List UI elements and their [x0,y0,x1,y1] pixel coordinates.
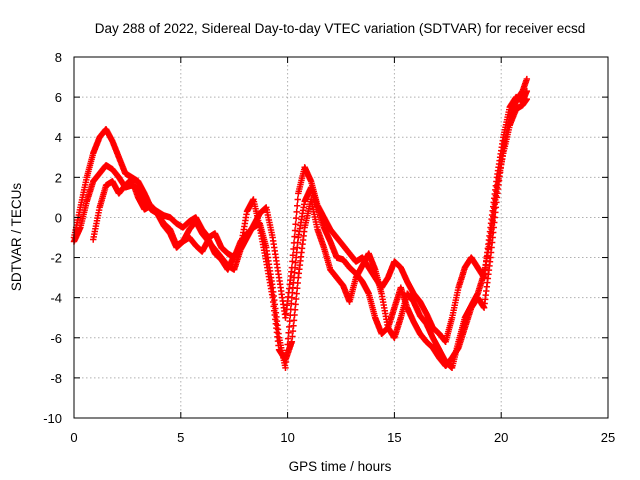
data-point [293,208,300,216]
data-point [284,335,292,342]
data-point [289,327,297,335]
data-point [288,264,296,271]
data-point [292,214,300,222]
data-point [291,306,299,313]
x-tick-label: 25 [601,430,615,445]
y-tick-label: 2 [55,170,62,185]
x-tick-label: 0 [70,430,77,445]
chart-title: Day 288 of 2022, Sidereal Day-to-day VTE… [95,21,585,36]
data-point [292,301,299,308]
y-tick-label: 8 [55,50,62,65]
y-tick-label: 6 [55,90,62,105]
data-point [291,233,298,240]
x-tick-label: 15 [387,430,401,445]
data-point [292,221,299,228]
x-tick-label: 5 [177,430,184,445]
data-point [289,333,296,340]
data-point [291,227,299,234]
data-point [294,279,301,287]
y-axis-label: SDTVAR / TECUs [9,183,24,292]
y-tick-label: -8 [50,371,62,386]
y-tick-labels: -10 -8 -6 -4 -2 0 2 4 6 8 [43,50,62,426]
series-track-1 [70,75,531,372]
data-point [294,285,301,292]
data-point [282,364,289,372]
data-point [290,245,297,253]
data-points [70,75,531,372]
y-tick-label: -4 [50,291,62,306]
data-point [286,323,293,331]
data-point [289,258,296,265]
data-point [285,329,292,336]
y-tick-label: -10 [43,411,62,426]
y-tick-label: -2 [50,251,62,266]
x-tick-label: 10 [280,430,294,445]
x-axis-label: GPS time / hours [289,459,392,474]
plot-frame [73,56,609,419]
y-tick-label: 0 [55,210,62,225]
series-track-3 [90,95,531,372]
data-point [523,75,531,83]
data-point [293,290,300,297]
data-point [294,202,301,209]
x-tick-label: 20 [494,430,508,445]
y-tick-label: -6 [50,331,62,346]
data-point [290,317,298,324]
data-point [290,322,297,329]
data-point [294,196,301,203]
data-point [288,300,295,307]
y-tick-label: 4 [55,130,62,145]
data-point [290,239,298,247]
data-point [289,252,297,259]
data-point [523,87,531,95]
data-point [523,95,531,103]
axis-ticks [73,56,609,419]
x-tick-labels: 0 5 10 15 20 25 [70,430,615,445]
data-point [288,338,296,345]
data-point [292,295,300,303]
data-point [291,311,298,319]
